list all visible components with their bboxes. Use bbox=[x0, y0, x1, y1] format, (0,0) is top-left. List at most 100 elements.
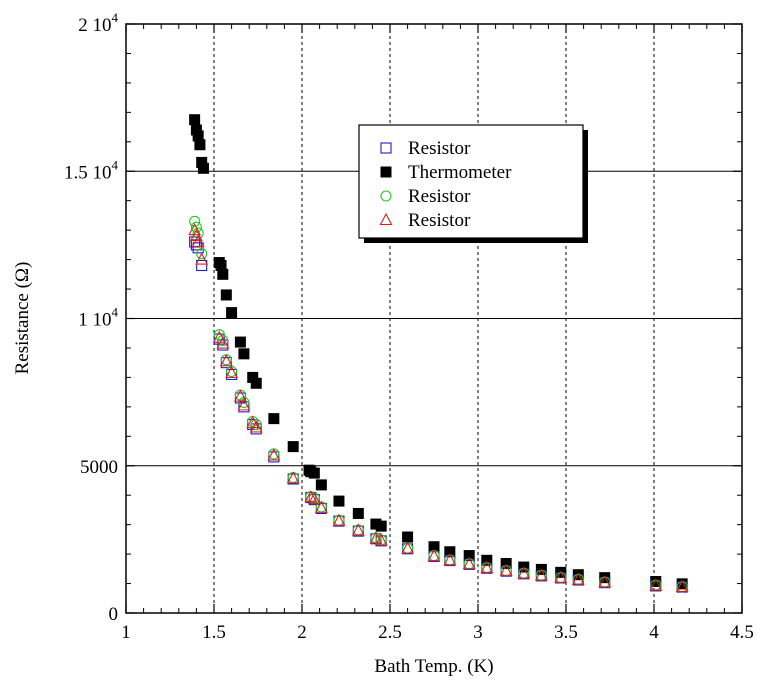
data-point bbox=[286, 471, 300, 484]
data-point bbox=[192, 227, 204, 239]
legend-marker bbox=[380, 190, 392, 202]
series-3-open-circle bbox=[189, 215, 688, 593]
data-point bbox=[314, 500, 328, 513]
data-point bbox=[308, 467, 320, 479]
data-point bbox=[374, 533, 388, 546]
data-point bbox=[250, 418, 262, 431]
data-point bbox=[287, 441, 299, 453]
data-point bbox=[267, 448, 281, 461]
y-tick-exponent: 4 bbox=[112, 10, 119, 25]
data-point bbox=[195, 252, 209, 265]
data-point bbox=[649, 578, 663, 591]
y-tick-label: 5000 bbox=[80, 457, 118, 478]
data-point bbox=[220, 357, 232, 369]
y-tick-label: 1 104 bbox=[78, 305, 118, 331]
legend-label: Resistor bbox=[408, 186, 471, 207]
data-point bbox=[233, 389, 247, 402]
data-point bbox=[189, 114, 201, 126]
series-4-open-triangle bbox=[188, 222, 689, 592]
legend-label: Resistor bbox=[408, 210, 471, 231]
y-tick-label: 0 bbox=[109, 604, 119, 625]
data-point bbox=[332, 513, 346, 526]
x-tick-label: 2.5 bbox=[378, 622, 402, 643]
y-tick-mantissa: 0 bbox=[109, 604, 119, 625]
data-point bbox=[571, 572, 585, 585]
series-1-open-square bbox=[189, 236, 688, 593]
data-point bbox=[225, 365, 239, 379]
data-point bbox=[234, 336, 246, 348]
data-point bbox=[443, 553, 457, 566]
data-point bbox=[190, 221, 202, 233]
legend-items: Resistor Thermometer Resistor Resistor bbox=[379, 138, 512, 231]
data-point bbox=[517, 566, 531, 579]
data-point bbox=[238, 401, 250, 413]
x-tick-label: 2 bbox=[297, 622, 307, 643]
y-tick-mantissa: 1 10 bbox=[78, 310, 111, 331]
y-tick-label: 1.5 104 bbox=[64, 157, 119, 183]
data-point bbox=[315, 479, 327, 491]
data-point bbox=[480, 560, 494, 573]
x-tick-label: 3 bbox=[473, 622, 483, 643]
data-point bbox=[213, 329, 225, 341]
data-point bbox=[427, 548, 441, 562]
y-axis-label: Resistance (Ω) bbox=[12, 262, 33, 375]
legend-label: Thermometer bbox=[408, 162, 512, 183]
y-tick-exponent: 4 bbox=[112, 157, 119, 172]
data-point bbox=[189, 215, 201, 227]
data-point bbox=[351, 523, 365, 536]
data-point bbox=[268, 451, 280, 463]
legend-marker bbox=[380, 166, 392, 178]
x-tick-label: 4.5 bbox=[730, 622, 754, 643]
legend-label: Resistor bbox=[408, 138, 471, 159]
data-point bbox=[216, 336, 230, 349]
data-point bbox=[499, 563, 513, 576]
y-tick-mantissa: 1.5 10 bbox=[64, 162, 112, 183]
data-point bbox=[226, 307, 238, 319]
data-point bbox=[598, 575, 612, 588]
data-point bbox=[197, 162, 209, 174]
data-point bbox=[217, 339, 229, 351]
legend: Resistor Thermometer Resistor Resistor bbox=[358, 124, 588, 243]
grid-lines bbox=[126, 24, 742, 613]
data-point bbox=[444, 546, 456, 558]
y-tick-exponent: 4 bbox=[112, 305, 119, 320]
data-point bbox=[226, 368, 238, 381]
data-points bbox=[188, 114, 689, 593]
data-point bbox=[189, 228, 203, 242]
data-point bbox=[534, 568, 548, 581]
x-tick-label: 4 bbox=[649, 622, 659, 643]
data-point bbox=[401, 541, 415, 554]
legend-box bbox=[358, 124, 584, 239]
data-point bbox=[188, 222, 202, 236]
data-point bbox=[462, 556, 476, 570]
data-point bbox=[675, 579, 689, 592]
data-point bbox=[333, 495, 345, 507]
data-point bbox=[307, 491, 321, 505]
y-tick-label: 2 104 bbox=[78, 10, 118, 36]
data-point bbox=[554, 570, 568, 583]
y-tick-mantissa: 2 10 bbox=[78, 15, 111, 36]
data-point bbox=[219, 354, 233, 367]
legend-marker bbox=[380, 142, 392, 154]
data-point bbox=[268, 413, 280, 425]
y-tick-mantissa: 5000 bbox=[80, 457, 118, 478]
data-point bbox=[463, 550, 475, 562]
data-point bbox=[191, 234, 205, 247]
data-point bbox=[196, 259, 208, 272]
data-point bbox=[212, 330, 226, 343]
x-axis-tick-labels: 1 1.5 2 2.5 3 3.5 4 4.5 bbox=[121, 622, 754, 643]
x-tick-label: 1 bbox=[121, 622, 131, 643]
data-point bbox=[217, 335, 229, 347]
data-point bbox=[194, 139, 206, 151]
data-point bbox=[192, 242, 204, 254]
data-point bbox=[237, 398, 251, 411]
data-point bbox=[352, 507, 364, 519]
data-point bbox=[500, 558, 512, 570]
x-tick-label: 3.5 bbox=[554, 622, 578, 643]
legend-marker bbox=[379, 212, 393, 226]
axis-ticks bbox=[125, 23, 743, 614]
data-point bbox=[217, 268, 229, 280]
data-point bbox=[196, 248, 208, 260]
